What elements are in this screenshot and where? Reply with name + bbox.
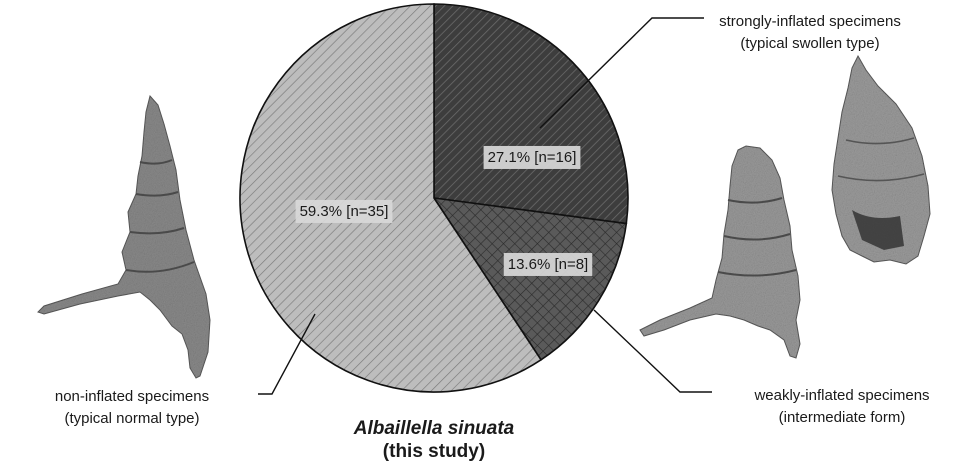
callout-weakly-inflated-line1: weakly-inflated specimens [753, 387, 929, 404]
pie-slices [239, 3, 629, 393]
slice-labels: 27.1% [n=16] 13.6% [n=8] 59.3% [n=35] [295, 145, 593, 276]
slice-label-box-weakly-inflated [503, 252, 593, 276]
leader-line-non-inflated [258, 313, 316, 395]
chart-subtitle: (this study) [383, 441, 485, 461]
slice-label-text-strongly-inflated: 27.1% [n=16] [488, 149, 577, 166]
specimen-image-strongly-inflated [831, 54, 931, 265]
pie-slice-non-inflated [239, 3, 543, 393]
pie-slice-strongly-inflated [433, 3, 629, 225]
slice-label-text-non-inflated: 59.3% [n=35] [300, 203, 389, 220]
callout-strongly-inflated: strongly-inflated specimens (typical swo… [719, 13, 901, 52]
chart-title: Albaillella sinuata (this study) [353, 418, 515, 461]
leader-line-weakly-inflated [593, 309, 712, 393]
specimen-image-non-inflated [37, 94, 211, 379]
specimen-image-weakly-inflated [639, 145, 801, 359]
slice-label-text-weakly-inflated: 13.6% [n=8] [508, 256, 588, 273]
callout-non-inflated: non-inflated specimens (typical normal t… [55, 388, 209, 427]
pie-slice-weakly-inflated [432, 196, 628, 361]
slice-label-non-inflated: 59.3% [n=35] [295, 199, 393, 223]
callout-weakly-inflated: weakly-inflated specimens (intermediate … [753, 387, 929, 426]
leader-line-strongly-inflated [539, 17, 704, 129]
slice-label-weakly-inflated: 13.6% [n=8] [503, 252, 593, 276]
slice-label-strongly-inflated: 27.1% [n=16] [483, 145, 581, 169]
chart-title-species: Albaillella sinuata [353, 418, 515, 439]
leader-lines [258, 17, 712, 395]
callout-non-inflated-line2: (typical normal type) [64, 410, 199, 427]
callout-strongly-inflated-line1: strongly-inflated specimens [719, 13, 901, 30]
slice-label-box-non-inflated [295, 199, 393, 223]
callout-weakly-inflated-line2: (intermediate form) [779, 409, 906, 426]
slice-label-box-strongly-inflated [483, 145, 581, 169]
callout-non-inflated-line1: non-inflated specimens [55, 388, 209, 405]
callout-strongly-inflated-line2: (typical swollen type) [740, 35, 879, 52]
